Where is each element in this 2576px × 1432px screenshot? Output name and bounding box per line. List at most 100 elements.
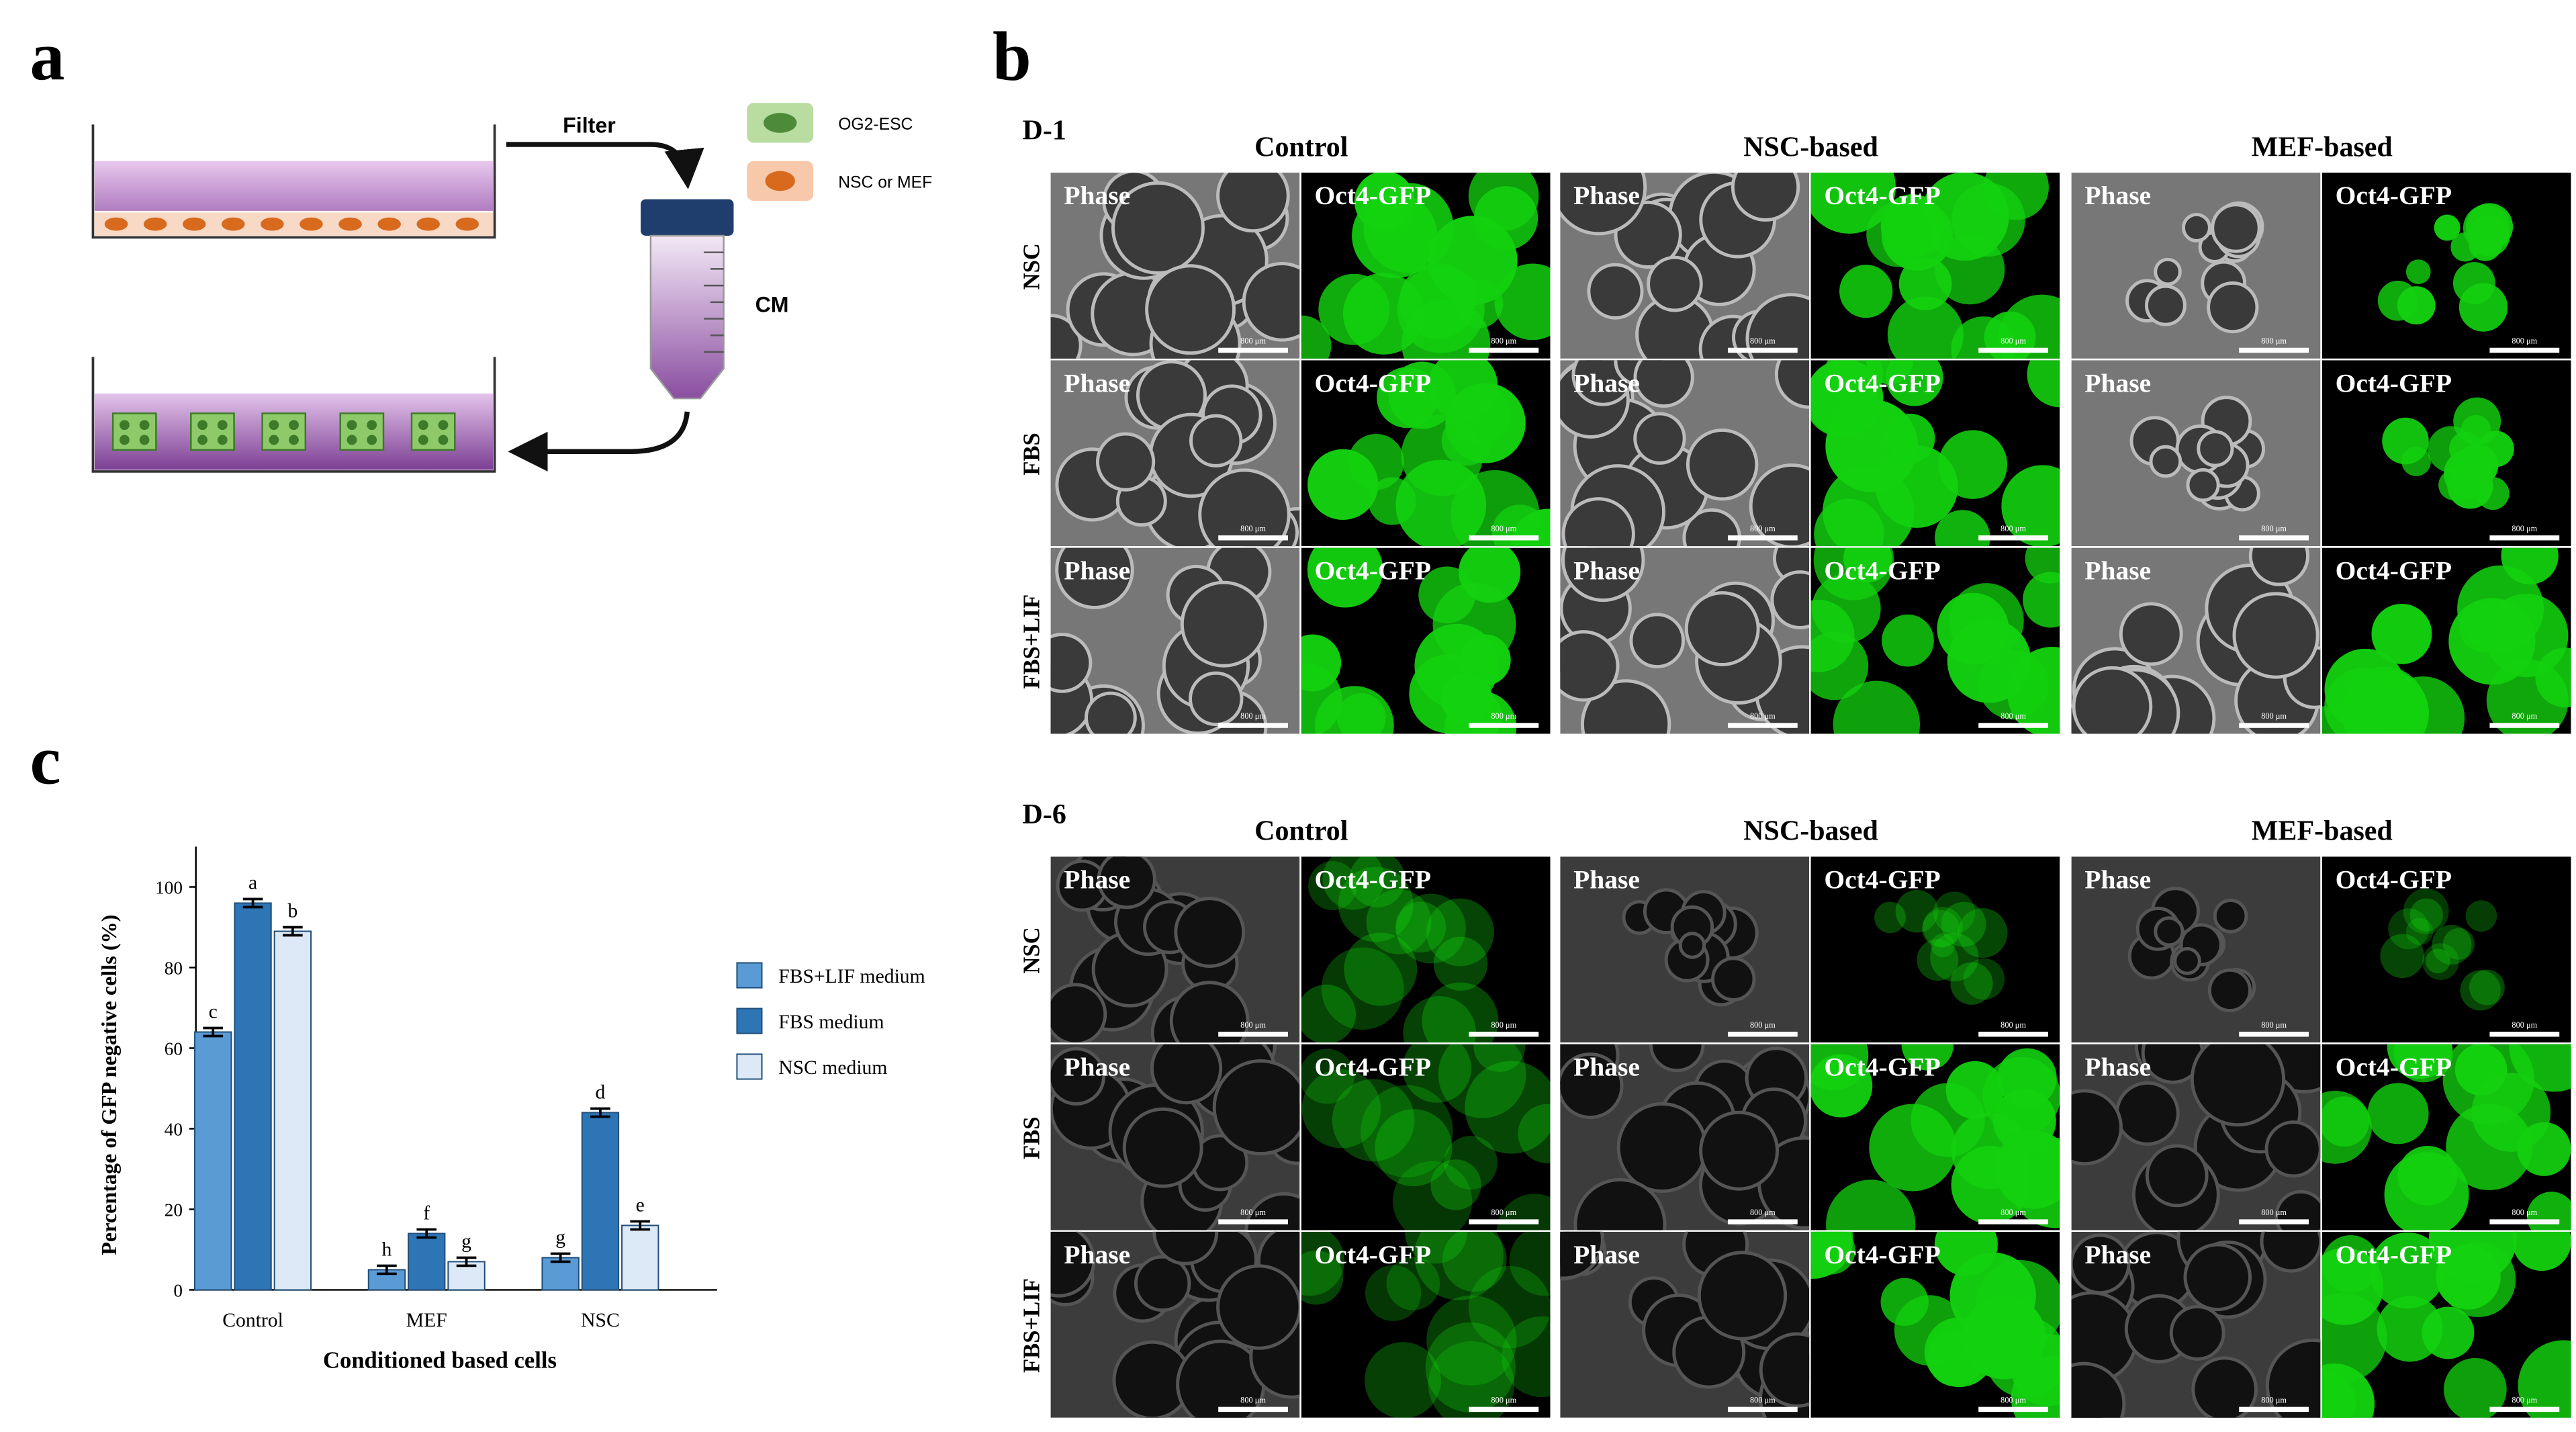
cell: [269, 435, 279, 445]
colony: [1711, 956, 1756, 1001]
colony: [1810, 1054, 1873, 1118]
scale-label: 800 μm: [1491, 524, 1516, 533]
colony: [1824, 360, 1884, 405]
colony: [2191, 1356, 2258, 1418]
colony: [1759, 1332, 1810, 1408]
colony: [1937, 592, 2009, 665]
bar: [541, 1257, 580, 1291]
colony: [1616, 1102, 1708, 1193]
micrograph: [1301, 1044, 1551, 1230]
cell: [182, 217, 206, 231]
colony: [1440, 673, 1493, 725]
scale-label: 800 μm: [1491, 711, 1516, 721]
colony: [2397, 1145, 2458, 1206]
colony: [1922, 909, 1960, 948]
colony: [2401, 447, 2431, 476]
micrograph: [2321, 1044, 2571, 1230]
cell: [347, 420, 357, 431]
colony: [1587, 263, 1644, 320]
colony: [1365, 1265, 1422, 1321]
colony: [1301, 1069, 1381, 1149]
y-tick-label: 100: [155, 877, 183, 897]
colony: [1895, 889, 1939, 933]
cell: [418, 420, 428, 431]
colony: [1465, 1061, 1551, 1154]
scale-label: 800 μm: [1240, 1208, 1266, 1217]
colony: [1174, 897, 1246, 968]
micrograph: [1810, 173, 2060, 359]
micrograph: [1810, 547, 2060, 734]
scale-label: 800 μm: [2512, 524, 2537, 533]
colony: [1301, 634, 1342, 692]
cell: [367, 435, 377, 445]
scale-label: 800 μm: [1750, 1020, 1776, 1030]
image-label: Oct4-GFP: [2336, 368, 2452, 398]
cell: [197, 435, 208, 445]
bar: [581, 1112, 620, 1291]
image-label: Oct4-GFP: [2336, 1240, 2452, 1269]
micrograph: [1810, 856, 2060, 1043]
colony: [2154, 257, 2182, 286]
colony: [1402, 1044, 1471, 1103]
y-tick-label: 0: [173, 1280, 183, 1300]
colony: [2406, 918, 2434, 945]
colony: [2011, 1333, 2060, 1406]
colony: [1678, 932, 1706, 959]
scale-label: 800 μm: [2261, 1396, 2287, 1405]
row-label: FBS: [1019, 1117, 1044, 1159]
colony: [1938, 430, 2008, 499]
micrograph: [1050, 547, 1300, 734]
scale-label: 800 μm: [2000, 1020, 2026, 1030]
colony: [1365, 1342, 1441, 1418]
colony: [1321, 947, 1404, 1030]
row-label: FBS+LIF: [1019, 594, 1044, 689]
colony: [1242, 262, 1300, 342]
cell: [338, 217, 362, 231]
image-label: Phase: [1064, 1240, 1130, 1269]
colony: [1935, 510, 1990, 547]
micrograph: [1050, 856, 1300, 1043]
x-tick-label: Control: [222, 1310, 283, 1331]
colony: [1901, 1044, 1954, 1071]
colony: [1887, 296, 1964, 359]
column-header: NSC-based: [1743, 132, 1878, 163]
colony: [1152, 1231, 1219, 1265]
colony: [1814, 498, 1884, 547]
row-label: NSC: [1019, 243, 1044, 289]
micrograph: [1301, 547, 1551, 734]
legend-swatch: [736, 1008, 763, 1034]
colony: [1198, 468, 1291, 547]
image-label: Phase: [1573, 1053, 1640, 1082]
colony: [1216, 173, 1290, 233]
micrograph: [1560, 360, 1810, 547]
colony: [1629, 613, 1686, 669]
colony: [1560, 173, 1647, 236]
scale-label: 800 μm: [1750, 337, 1776, 346]
colony: [339, 412, 385, 451]
cell: [217, 435, 228, 445]
colony: [2186, 468, 2220, 502]
error-bar: [590, 1107, 610, 1118]
scale-label: 800 μm: [1491, 1396, 1516, 1405]
image-label: Phase: [2084, 556, 2151, 586]
colony: [1344, 932, 1418, 1006]
micrograph: [1050, 1231, 1300, 1418]
scale-label: 800 μm: [2261, 1020, 2287, 1030]
legend-label: FBS+LIF medium: [778, 966, 925, 987]
scale-label: 800 μm: [2261, 711, 2287, 721]
scale-label: 800 μm: [1240, 337, 1266, 346]
scale-label: 800 μm: [1750, 1208, 1776, 1217]
image-label: Oct4-GFP: [1315, 556, 1431, 586]
colony: [1468, 173, 1539, 231]
colony: [2321, 1363, 2375, 1418]
significance-letter: g: [555, 1227, 565, 1249]
scale-label: 800 μm: [2000, 1208, 2026, 1217]
colony: [2181, 212, 2211, 242]
legend-label: OG2-ESC: [838, 116, 913, 134]
column-header: Control: [1254, 816, 1348, 847]
image-label: Oct4-GFP: [1315, 1053, 1431, 1082]
colony: [1518, 1104, 1551, 1163]
bar: [621, 1224, 659, 1291]
micrograph: [1560, 1044, 1810, 1230]
colony: [2207, 968, 2252, 1013]
